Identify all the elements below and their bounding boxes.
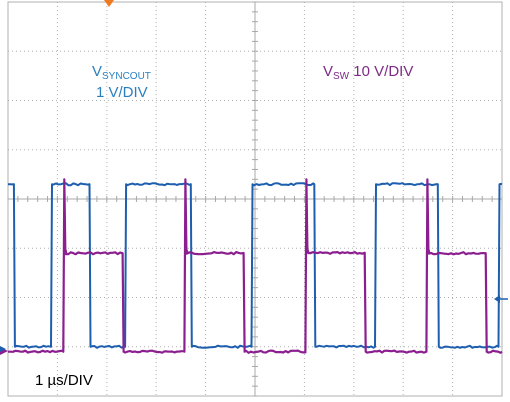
trigger-marker (104, 0, 114, 7)
vsw-trace (8, 178, 503, 354)
vsyncout-scale-label: 1 V/DIV (96, 84, 148, 101)
vsyncout-label: VSYNCOUT (92, 63, 151, 82)
trigger-level-marker (494, 295, 500, 303)
vsyncout-trace (8, 182, 503, 349)
vsw-label: VSW 10 V/DIV (323, 63, 414, 82)
vsyncout-ground-marker (0, 346, 6, 352)
timebase-label: 1 µs/DIV (35, 372, 93, 389)
